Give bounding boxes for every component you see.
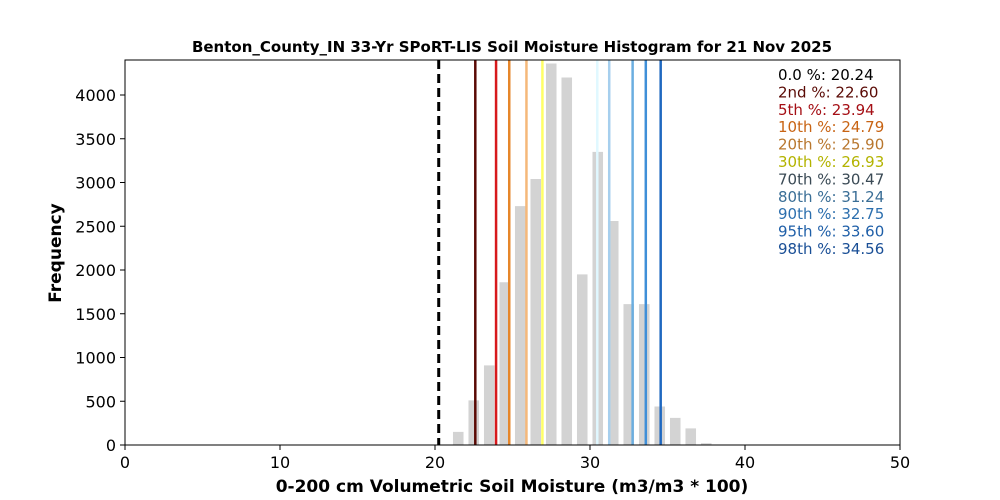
percentile-lines: [437, 60, 662, 445]
histogram-bar: [607, 221, 619, 445]
x-tick-label: 0: [120, 453, 130, 472]
x-tick-label: 40: [735, 453, 755, 472]
histogram-bar: [452, 431, 464, 445]
legend-entry: 2nd %: 22.60: [778, 83, 878, 101]
histogram-bar: [638, 304, 650, 445]
legend-entry: 20th %: 25.90: [778, 136, 884, 154]
y-axis-ticks: 0 500 1000 1500 2000 2500 3000 3500 4000: [75, 86, 125, 455]
histogram-bar: [483, 365, 495, 445]
histogram-bar: [468, 400, 480, 445]
plot-frame: [124, 59, 901, 446]
y-tick-label: 1500: [75, 305, 116, 324]
y-axis-label: Frequency: [46, 203, 66, 303]
histogram-bar: [700, 443, 712, 445]
legend-entry: 98th %: 34.56: [778, 240, 884, 258]
y-tick-label: 4000: [75, 86, 116, 105]
histogram-bar: [530, 179, 542, 445]
y-tick-label: 1000: [75, 349, 116, 368]
chart-title: Benton_County_IN 33-Yr SPoRT-LIS Soil Mo…: [192, 38, 832, 56]
legend-entry: 30th %: 26.93: [778, 153, 884, 171]
y-tick-label: 500: [85, 392, 116, 411]
y-tick-label: 3000: [75, 174, 116, 193]
histogram-bar: [561, 77, 573, 445]
histogram-bars: [452, 63, 712, 445]
legend-entry: 5th %: 23.94: [778, 101, 875, 119]
y-tick-label: 2500: [75, 217, 116, 236]
y-tick-label: 0: [106, 436, 116, 455]
x-tick-label: 10: [270, 453, 290, 472]
x-axis-ticks: 0 10 20 30 40 50: [120, 445, 910, 472]
x-tick-label: 50: [890, 453, 910, 472]
legend-entry: 90th %: 32.75: [778, 205, 884, 223]
histogram-bar: [623, 304, 635, 445]
legend-entry: 95th %: 33.60: [778, 223, 884, 241]
x-axis-label: 0-200 cm Volumetric Soil Moisture (m3/m3…: [276, 477, 749, 497]
legend-entry: 0.0 %: 20.24: [778, 66, 874, 84]
legend-entry: 10th %: 24.79: [778, 118, 884, 136]
y-tick-label: 3500: [75, 130, 116, 149]
legend-entry: 70th %: 30.47: [778, 170, 884, 188]
y-tick-label: 2000: [75, 261, 116, 280]
histogram-bar: [514, 206, 526, 445]
x-tick-label: 20: [425, 453, 445, 472]
histogram-bar: [669, 417, 681, 445]
x-tick-label: 30: [580, 453, 600, 472]
histogram-bar: [576, 274, 588, 445]
histogram-bar: [685, 428, 697, 445]
histogram-bar: [499, 282, 511, 445]
legend-entry: 80th %: 31.24: [778, 188, 884, 206]
histogram-bar: [545, 63, 557, 445]
